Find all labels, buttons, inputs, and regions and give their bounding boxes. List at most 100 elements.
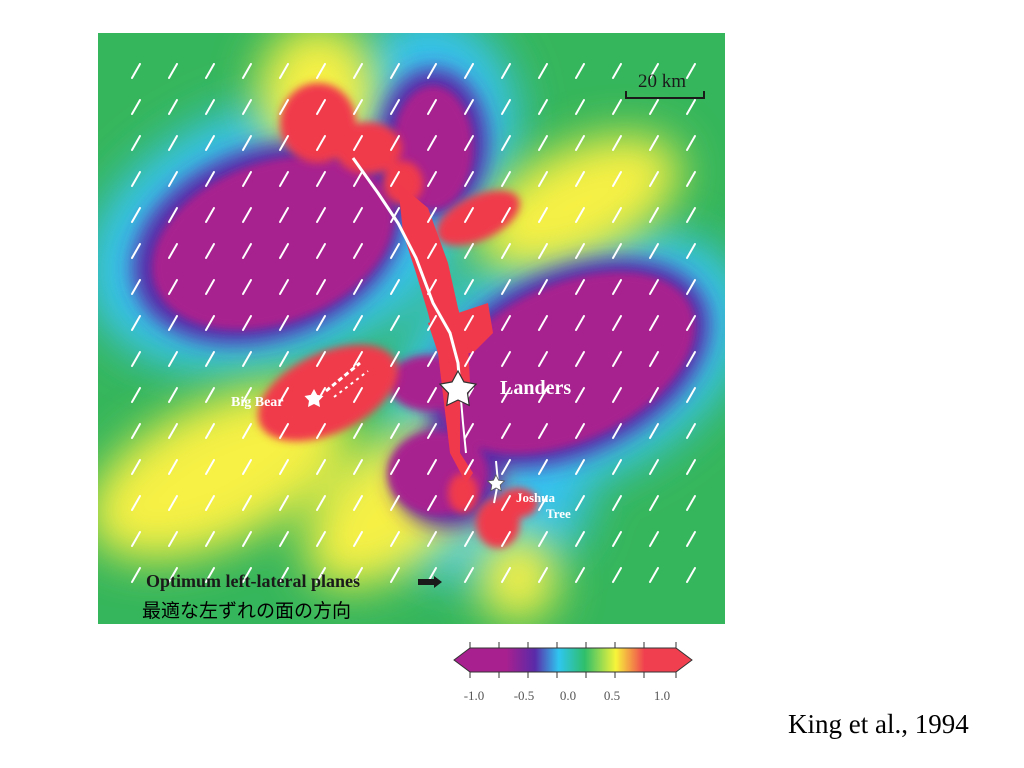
strike-mark xyxy=(168,63,178,79)
strike-mark xyxy=(427,459,437,475)
strike-mark xyxy=(464,99,474,115)
strike-mark xyxy=(612,351,622,367)
strike-mark xyxy=(353,63,363,79)
strike-mark xyxy=(390,279,400,295)
strike-mark xyxy=(427,63,437,79)
strike-mark xyxy=(686,315,696,331)
strike-mark xyxy=(686,135,696,151)
scale-label: 20 km xyxy=(638,71,687,92)
strike-mark xyxy=(501,171,511,187)
colorbar-tick-label: 0.5 xyxy=(603,688,621,703)
strike-mark xyxy=(131,63,141,79)
strike-mark xyxy=(427,135,437,151)
strike-mark xyxy=(612,495,622,511)
strike-mark xyxy=(575,495,585,511)
strike-mark xyxy=(205,351,215,367)
strike-mark xyxy=(649,207,659,223)
stress-field-image xyxy=(98,33,725,624)
strike-mark xyxy=(390,423,400,439)
strike-mark xyxy=(242,315,252,331)
strike-mark xyxy=(279,351,289,367)
strike-mark xyxy=(353,243,363,259)
strike-mark xyxy=(575,99,585,115)
strike-mark xyxy=(168,387,178,403)
strike-mark xyxy=(279,387,289,403)
strike-mark xyxy=(353,171,363,187)
strike-mark xyxy=(575,243,585,259)
strike-mark xyxy=(538,531,548,547)
strike-mark xyxy=(427,495,437,511)
strike-mark xyxy=(612,171,622,187)
strike-mark xyxy=(390,315,400,331)
landers-label: Landers xyxy=(500,377,572,399)
colorbar-gradient xyxy=(453,642,693,678)
strike-mark xyxy=(538,99,548,115)
strike-mark xyxy=(612,315,622,331)
strike-mark xyxy=(464,315,474,331)
big-bear-label: Big Bear xyxy=(231,395,284,410)
strike-mark xyxy=(686,459,696,475)
strike-mark xyxy=(649,243,659,259)
strike-mark xyxy=(168,351,178,367)
strike-mark xyxy=(316,315,326,331)
strike-mark xyxy=(390,531,400,547)
strike-mark xyxy=(612,207,622,223)
strike-mark xyxy=(501,423,511,439)
strike-mark xyxy=(501,99,511,115)
strike-mark xyxy=(427,315,437,331)
strike-mark xyxy=(390,63,400,79)
strike-mark xyxy=(649,63,659,79)
strike-mark xyxy=(612,387,622,403)
strike-mark xyxy=(205,243,215,259)
strike-mark xyxy=(279,315,289,331)
strike-mark xyxy=(649,279,659,295)
strike-mark xyxy=(538,243,548,259)
strike-mark xyxy=(242,531,252,547)
strike-mark xyxy=(427,171,437,187)
strike-mark xyxy=(242,459,252,475)
strike-mark xyxy=(242,243,252,259)
strike-mark xyxy=(686,279,696,295)
strike-mark xyxy=(612,63,622,79)
strike-mark xyxy=(575,279,585,295)
strike-mark xyxy=(168,315,178,331)
strike-mark xyxy=(390,387,400,403)
strike-mark xyxy=(316,531,326,547)
strike-mark xyxy=(279,207,289,223)
strike-mark xyxy=(538,351,548,367)
legend-arrow-icon xyxy=(418,576,442,588)
strike-mark xyxy=(168,135,178,151)
strike-mark xyxy=(538,387,548,403)
strike-mark xyxy=(501,135,511,151)
strike-mark xyxy=(464,135,474,151)
strike-mark xyxy=(538,135,548,151)
big-bear-star-icon xyxy=(304,389,324,407)
strike-mark xyxy=(242,207,252,223)
strike-mark xyxy=(501,243,511,259)
strike-mark xyxy=(316,135,326,151)
strike-mark xyxy=(501,351,511,367)
strike-mark xyxy=(205,279,215,295)
strike-mark xyxy=(279,495,289,511)
strike-mark xyxy=(131,387,141,403)
strike-mark xyxy=(316,171,326,187)
strike-mark xyxy=(538,423,548,439)
strike-mark xyxy=(168,495,178,511)
strike-mark xyxy=(649,171,659,187)
strike-mark xyxy=(168,243,178,259)
strike-mark xyxy=(205,315,215,331)
strike-mark xyxy=(131,171,141,187)
strike-mark xyxy=(464,207,474,223)
strike-mark xyxy=(316,63,326,79)
strike-mark xyxy=(686,567,696,583)
strike-mark xyxy=(205,99,215,115)
strike-mark xyxy=(427,351,437,367)
strike-mark xyxy=(205,531,215,547)
strike-mark xyxy=(575,351,585,367)
strike-mark xyxy=(353,315,363,331)
strike-mark xyxy=(131,279,141,295)
strike-mark xyxy=(575,135,585,151)
strike-mark xyxy=(538,495,548,511)
strike-mark xyxy=(649,423,659,439)
strike-mark xyxy=(390,243,400,259)
